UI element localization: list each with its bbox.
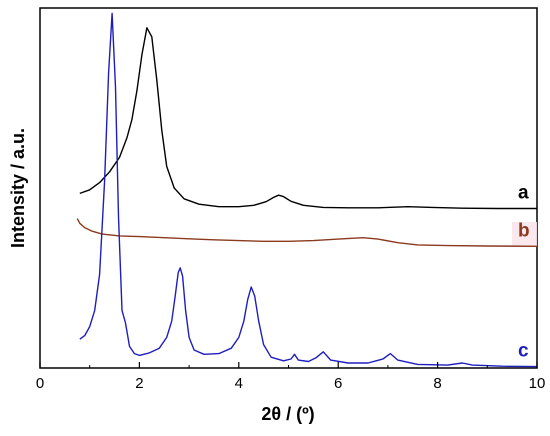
series-label-a: a — [518, 183, 529, 204]
x-tick-label-10: 10 — [529, 375, 546, 392]
plot-area — [39, 7, 538, 369]
series-labels: ab c — [518, 183, 530, 362]
x-tick-label-0: 0 — [36, 375, 44, 392]
series-line-b — [76, 218, 538, 247]
x-tick-label-4: 4 — [235, 375, 243, 392]
series-line-c — [79, 12, 538, 368]
x-axis-title: 2θ / (º) — [261, 404, 314, 424]
highlight-band-b — [512, 222, 537, 246]
x-tick-label-6: 6 — [334, 375, 342, 392]
series-label-b: b — [518, 220, 530, 241]
y-axis-title: Intensity / a.u. — [8, 128, 28, 248]
series-label-c: c — [518, 341, 529, 362]
x-tick-label-2: 2 — [135, 375, 143, 392]
series-layer — [76, 12, 538, 368]
x-tick-label-8: 8 — [433, 375, 441, 392]
series-line-a — [79, 27, 537, 210]
x-axis: 0 2 4 6 8 10 — [36, 362, 546, 392]
